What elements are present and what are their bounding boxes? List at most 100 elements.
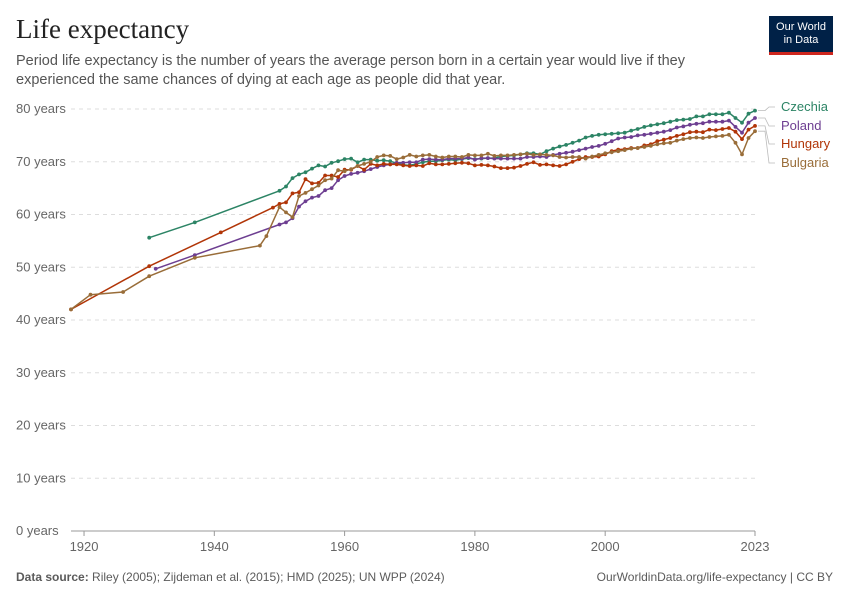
x-tick-label: 2000 (591, 539, 620, 554)
data-point (362, 157, 366, 162)
data-point (596, 132, 601, 137)
data-point (440, 162, 445, 167)
data-point (388, 159, 393, 164)
data-point (701, 114, 705, 119)
series-czechia (147, 108, 757, 240)
data-point (420, 160, 425, 165)
data-point (420, 164, 425, 168)
data-point (733, 116, 738, 120)
data-point (655, 130, 660, 135)
data-point (297, 172, 301, 177)
data-point (499, 166, 503, 171)
data-point (512, 156, 516, 161)
data-point (407, 164, 412, 168)
data-point (473, 153, 477, 158)
data-point (551, 163, 555, 168)
y-tick-label: 50 years (16, 259, 66, 274)
data-point (284, 220, 288, 225)
data-point (714, 128, 718, 133)
data-point (512, 165, 516, 170)
data-point (368, 167, 373, 172)
data-point (518, 156, 523, 161)
data-point (486, 163, 490, 168)
data-point (531, 160, 536, 165)
data-point (355, 160, 360, 165)
data-point (544, 153, 549, 157)
data-point (753, 116, 757, 120)
data-point (479, 163, 484, 167)
x-tick-label: 1940 (200, 539, 229, 554)
data-point (688, 136, 692, 140)
data-point (720, 112, 725, 117)
data-point (655, 139, 660, 144)
data-point (609, 139, 614, 144)
data-point (303, 191, 308, 195)
data-point (297, 190, 301, 195)
data-point (433, 154, 438, 159)
data-point (375, 155, 380, 159)
data-point (277, 205, 282, 210)
data-point (401, 155, 406, 160)
data-point (674, 138, 679, 143)
data-point (720, 134, 725, 138)
data-point (629, 135, 634, 139)
data-point (681, 117, 686, 122)
credit-link[interactable]: OurWorldinData.org/life-expectancy | CC … (596, 570, 833, 584)
legend-connector (758, 117, 775, 127)
data-point (570, 155, 575, 159)
data-point (746, 111, 751, 116)
data-point (316, 163, 321, 168)
data-point (499, 156, 503, 161)
legend-connector (758, 106, 775, 111)
chart-subtitle: Period life expectancy is the number of … (16, 53, 685, 88)
data-point (583, 146, 588, 151)
data-point (596, 153, 601, 157)
data-point (427, 157, 432, 162)
data-point (616, 149, 621, 154)
data-point (316, 183, 321, 188)
data-point (538, 152, 542, 157)
data-point (635, 146, 640, 150)
data-point (629, 128, 634, 133)
data-point (701, 130, 705, 135)
y-tick-label: 70 years (16, 154, 66, 169)
data-point (323, 188, 327, 193)
data-point (622, 130, 627, 135)
series-hungary (69, 124, 757, 312)
data-point (427, 153, 432, 157)
series-line (70, 130, 756, 310)
data-point (661, 129, 666, 134)
data-point (557, 144, 562, 149)
data-point (525, 155, 529, 159)
data-point (661, 137, 666, 142)
data-point (505, 156, 510, 161)
data-point (590, 154, 594, 159)
data-point (727, 110, 731, 115)
data-point (153, 266, 158, 271)
data-point (740, 137, 744, 142)
data-point (277, 202, 282, 206)
data-point (88, 292, 93, 297)
data-point (564, 150, 568, 155)
data-point (635, 127, 640, 131)
data-point (590, 145, 594, 149)
data-point (583, 156, 588, 161)
data-point (531, 153, 536, 157)
data-point (720, 119, 725, 124)
data-point (616, 131, 621, 136)
data-point (564, 143, 568, 147)
y-tick-label: 20 years (16, 418, 66, 433)
data-point (753, 108, 757, 113)
data-point (427, 161, 432, 166)
series-bulgaria (69, 129, 757, 312)
data-point (329, 160, 334, 165)
owid-logo[interactable]: Our World in Data (769, 16, 833, 55)
data-source-label: Data source: (16, 570, 89, 584)
legend-label-bulgaria: Bulgaria (781, 155, 829, 170)
data-point (323, 173, 327, 178)
data-point (733, 129, 738, 134)
data-point (414, 163, 419, 168)
data-point (466, 155, 471, 160)
data-point (701, 121, 705, 126)
data-point (473, 163, 477, 168)
